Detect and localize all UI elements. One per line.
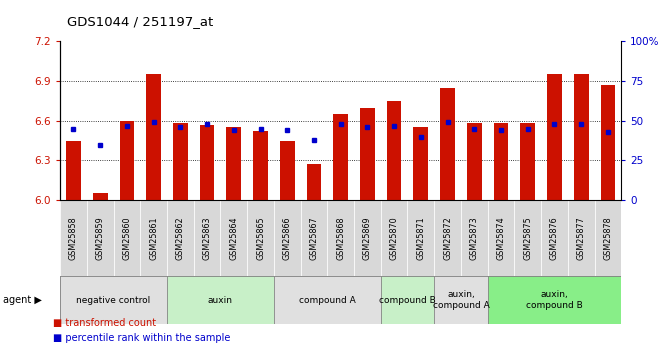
Bar — [220, 200, 247, 276]
Text: GSM25862: GSM25862 — [176, 216, 185, 260]
Text: GSM25875: GSM25875 — [523, 216, 532, 260]
Text: GSM25859: GSM25859 — [96, 216, 105, 260]
Bar — [274, 200, 301, 276]
Text: GSM25868: GSM25868 — [336, 216, 345, 260]
Bar — [354, 200, 381, 276]
Text: GSM25870: GSM25870 — [389, 216, 399, 260]
Text: GSM25878: GSM25878 — [603, 216, 613, 260]
Bar — [194, 200, 220, 276]
Bar — [381, 276, 434, 324]
Bar — [280, 141, 295, 200]
Bar — [413, 127, 428, 200]
Bar — [461, 200, 488, 276]
Text: auxin,
compound B: auxin, compound B — [526, 290, 582, 310]
Text: GSM25860: GSM25860 — [122, 216, 132, 260]
Text: auxin,
compound A: auxin, compound A — [433, 290, 489, 310]
Bar — [514, 200, 541, 276]
Text: GSM25869: GSM25869 — [363, 216, 372, 260]
Text: GSM25867: GSM25867 — [309, 216, 319, 260]
Bar — [93, 194, 108, 200]
Bar — [488, 200, 514, 276]
Bar — [66, 141, 81, 200]
Bar — [307, 165, 321, 200]
Bar — [440, 88, 455, 200]
Text: auxin: auxin — [208, 296, 233, 305]
Text: GSM25877: GSM25877 — [576, 216, 586, 260]
Bar — [488, 276, 621, 324]
Bar — [547, 75, 562, 200]
Bar — [327, 200, 354, 276]
Bar — [167, 200, 194, 276]
Text: GSM25874: GSM25874 — [496, 216, 506, 260]
Bar — [146, 75, 161, 200]
Text: compound B: compound B — [379, 296, 436, 305]
Bar — [301, 200, 327, 276]
Text: GSM25861: GSM25861 — [149, 216, 158, 260]
Bar — [200, 125, 214, 200]
Text: GSM25872: GSM25872 — [443, 216, 452, 260]
Bar — [333, 114, 348, 200]
Bar — [140, 200, 167, 276]
Text: ■ percentile rank within the sample: ■ percentile rank within the sample — [53, 333, 231, 343]
Bar — [60, 276, 167, 324]
Bar — [87, 200, 114, 276]
Bar — [601, 85, 615, 200]
Bar — [494, 124, 508, 200]
Bar — [574, 75, 589, 200]
Bar — [60, 200, 87, 276]
Bar — [120, 121, 134, 200]
Text: GSM25865: GSM25865 — [256, 216, 265, 260]
Bar — [434, 200, 461, 276]
Text: GSM25876: GSM25876 — [550, 216, 559, 260]
Bar — [173, 124, 188, 200]
Bar — [568, 200, 595, 276]
Bar — [381, 200, 407, 276]
Bar — [595, 200, 621, 276]
Bar — [407, 200, 434, 276]
Bar — [253, 131, 268, 200]
Bar — [226, 127, 241, 200]
Bar — [114, 200, 140, 276]
Bar — [247, 200, 274, 276]
Bar — [387, 101, 401, 200]
Text: GSM25858: GSM25858 — [69, 216, 78, 260]
Text: GDS1044 / 251197_at: GDS1044 / 251197_at — [67, 14, 213, 28]
Bar — [520, 124, 535, 200]
Text: GSM25863: GSM25863 — [202, 216, 212, 260]
Bar — [167, 276, 274, 324]
Text: GSM25871: GSM25871 — [416, 216, 426, 260]
Bar — [434, 276, 488, 324]
Bar — [274, 276, 381, 324]
Text: ■ transformed count: ■ transformed count — [53, 318, 156, 328]
Text: agent ▶: agent ▶ — [3, 295, 42, 305]
Text: negative control: negative control — [76, 296, 151, 305]
Bar — [467, 124, 482, 200]
Bar — [360, 108, 375, 200]
Text: GSM25864: GSM25864 — [229, 216, 238, 260]
Text: GSM25866: GSM25866 — [283, 216, 292, 260]
Bar — [541, 200, 568, 276]
Text: compound A: compound A — [299, 296, 355, 305]
Text: GSM25873: GSM25873 — [470, 216, 479, 260]
